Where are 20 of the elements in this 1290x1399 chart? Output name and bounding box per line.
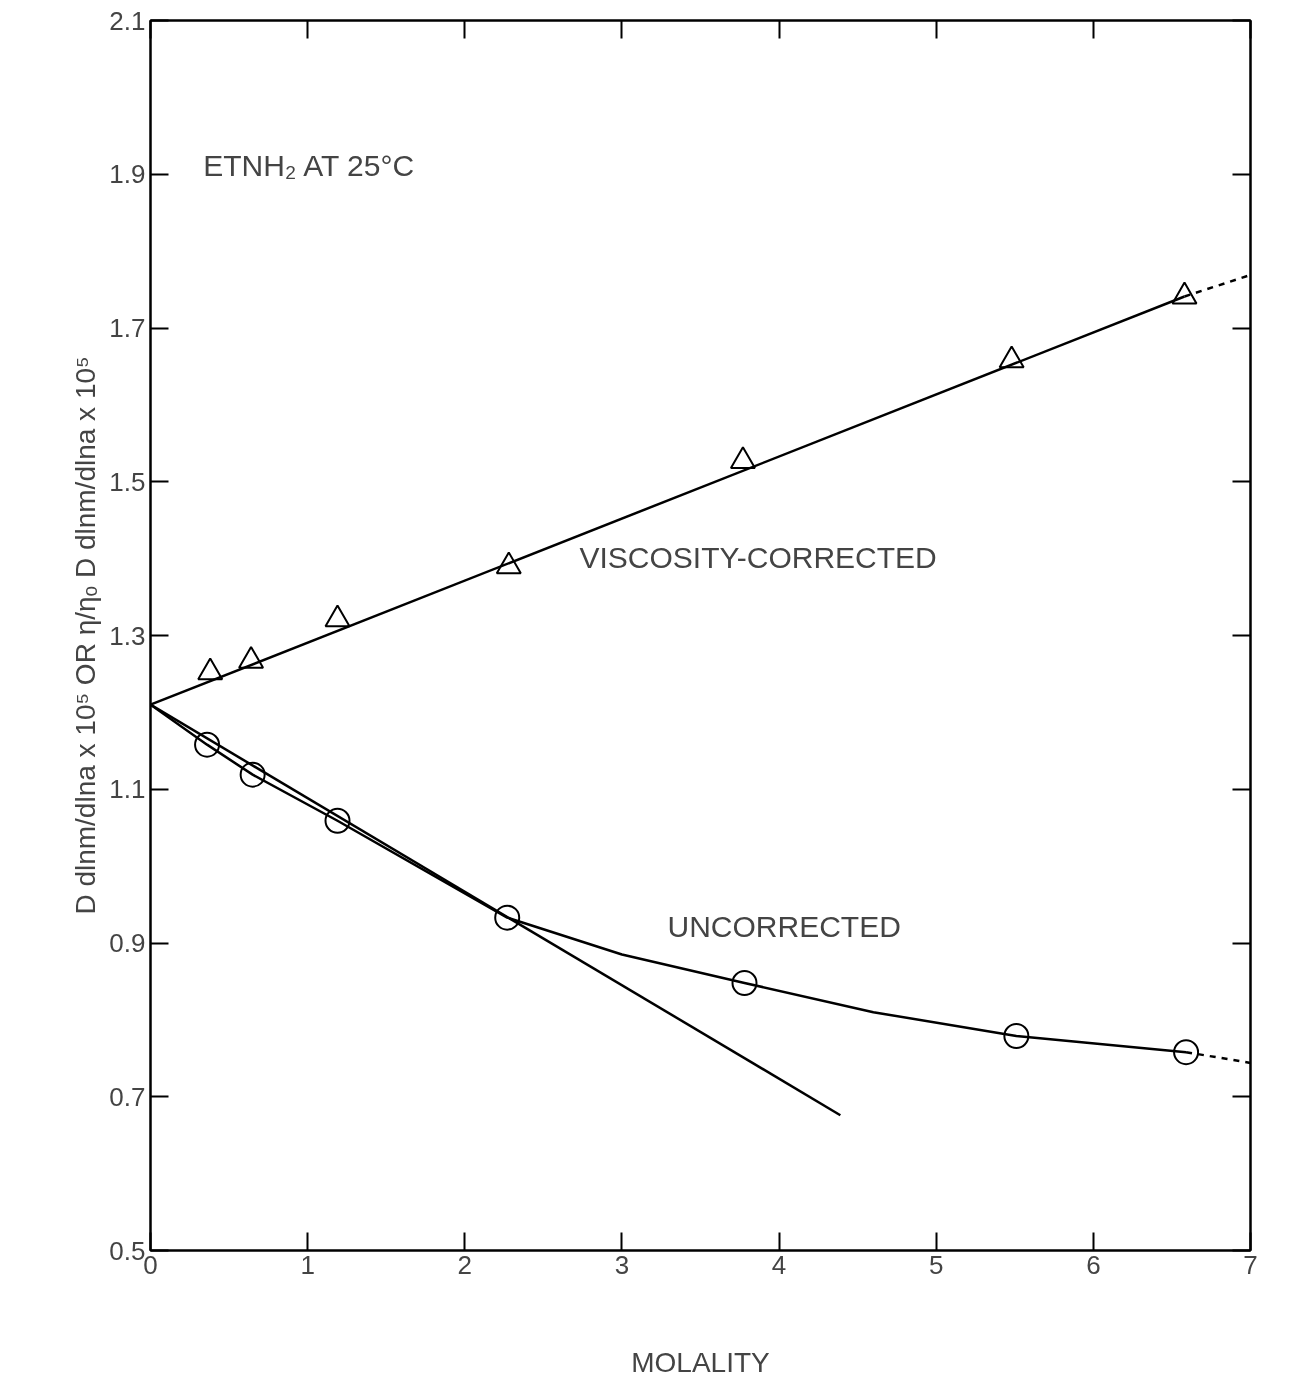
x-tick-label: 3 [614, 1249, 630, 1280]
x-axis-title: MOLALITY [631, 1346, 771, 1378]
y-tick-label: 1.7 [109, 313, 146, 343]
y-axis-title: D dlnm/dlna x 10⁵ OR η/ηₒ D dlnm/dlna x 10⁵ [70, 356, 102, 915]
x-tick-label: 6 [1086, 1249, 1101, 1280]
y-tick-label: 1.1 [109, 774, 146, 805]
y-tick-label: 0.7 [109, 1081, 146, 1112]
x-tick-label: 4 [771, 1249, 787, 1280]
x-tick-label: 7 [1243, 1249, 1258, 1280]
y-tick-label: 1.9 [109, 159, 146, 190]
y-tick-label: 2.1 [109, 5, 146, 36]
x-tick-label: 1 [300, 1249, 315, 1280]
x-tick-label: 2 [457, 1249, 473, 1280]
text: ETNH₂ AT 25°C [203, 148, 415, 182]
annotation: UNCORRECTED [667, 910, 901, 943]
y-tick-label: 1.5 [109, 466, 146, 497]
y-tick-label: 0.9 [109, 928, 146, 958]
y-tick-label: 1.3 [109, 620, 146, 651]
x-tick-label: 5 [928, 1249, 944, 1280]
annotation: VISCOSITY-CORRECTED [579, 541, 937, 574]
